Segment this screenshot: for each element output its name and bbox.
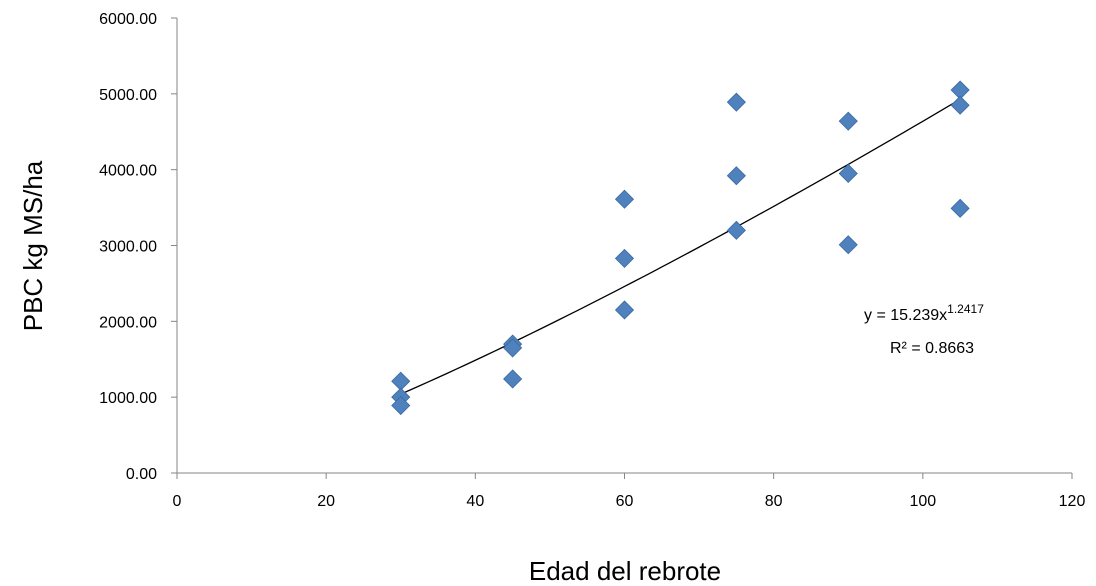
- data-point: [838, 235, 858, 255]
- x-tick-label: 0: [173, 493, 182, 510]
- trendline-r-squared: R² = 0.8663: [890, 340, 974, 357]
- y-tick-label: 4000.00: [99, 163, 157, 180]
- y-tick-label: 3000.00: [99, 239, 157, 256]
- data-point: [838, 163, 858, 184]
- y-tick-label: 1000.00: [99, 390, 157, 407]
- y-tick-label: 0.00: [126, 466, 157, 483]
- data-point: [614, 300, 635, 320]
- data-point: [391, 371, 411, 391]
- x-axis-title: Edad del rebrote: [529, 556, 721, 586]
- x-tick-label: 80: [765, 493, 783, 510]
- data-point: [614, 189, 635, 209]
- y-axis-title: PBC kg MS/ha: [18, 160, 48, 331]
- x-tick-label: 120: [1059, 493, 1086, 510]
- data-point: [726, 92, 746, 112]
- trendline-equation-base: y = 15.239x: [864, 307, 947, 324]
- y-tick-label: 6000.00: [99, 11, 157, 28]
- data-points: [391, 80, 970, 416]
- x-ticks: 0 20 40 60 80 100 120: [173, 473, 1086, 510]
- x-tick-label: 40: [466, 493, 484, 510]
- x-tick-label: 60: [616, 493, 634, 510]
- data-point: [838, 111, 858, 131]
- trend-line: [400, 98, 961, 395]
- data-point: [503, 369, 523, 389]
- data-point: [950, 95, 970, 115]
- data-point: [503, 338, 523, 358]
- data-point: [950, 198, 970, 218]
- data-point: [391, 395, 411, 416]
- y-tick-label: 2000.00: [99, 314, 157, 331]
- data-point: [726, 220, 746, 240]
- y-ticks: 0.00 1000.00 2000.00 3000.00 4000.00 5000.00 6…: [99, 11, 177, 483]
- trendline-equation: y = 15.239x1.2417: [864, 302, 984, 324]
- y-tick-label: 5000.00: [99, 87, 157, 104]
- axes: [176, 18, 1072, 474]
- x-tick-label: 100: [909, 493, 936, 510]
- data-point: [614, 248, 635, 268]
- trendline-equation-exponent: 1.2417: [947, 302, 984, 316]
- x-tick-label: 20: [317, 493, 335, 510]
- data-point: [726, 166, 746, 186]
